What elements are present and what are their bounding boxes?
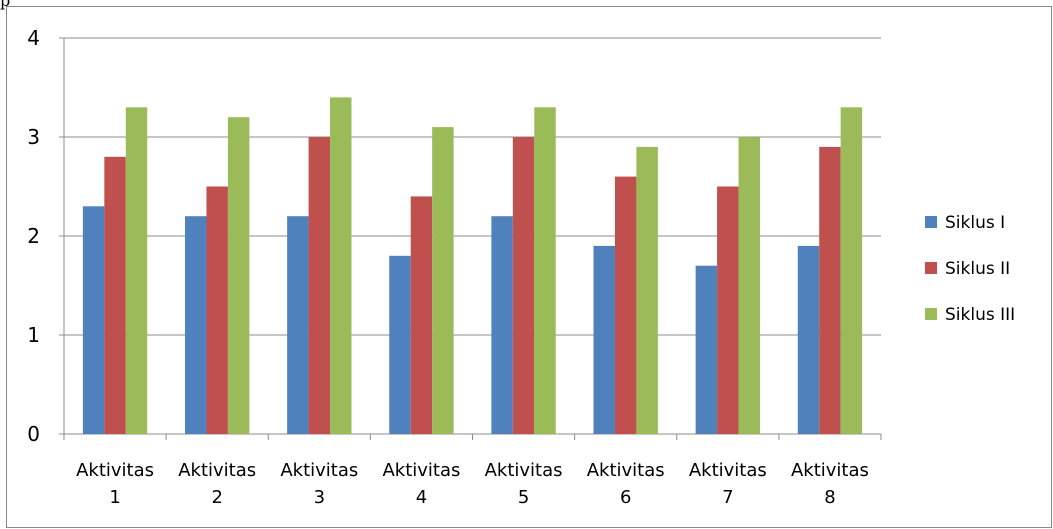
bar	[410, 196, 433, 434]
x-category-label: Aktivitas	[587, 460, 665, 481]
x-category-label: 7	[722, 487, 733, 508]
bar	[534, 107, 556, 435]
bar	[330, 97, 352, 435]
legend-label: Siklus I	[945, 213, 1005, 233]
bar	[819, 146, 841, 434]
y-tick-label: 0	[27, 422, 40, 446]
x-category-label: Aktivitas	[178, 460, 256, 481]
legend-label: Siklus III	[945, 305, 1015, 325]
bar	[695, 265, 718, 434]
bar	[125, 107, 148, 435]
x-category-label: Aktivitas	[689, 460, 767, 481]
bar	[227, 117, 250, 434]
x-category-label: 6	[620, 487, 631, 508]
x-category-label: Aktivitas	[76, 460, 154, 481]
bar	[593, 245, 615, 434]
page-text-fragment: p	[0, 0, 11, 10]
x-category-label: Aktivitas	[791, 460, 869, 481]
bar	[717, 186, 739, 434]
bar	[206, 186, 228, 434]
bar	[287, 216, 309, 434]
bar	[738, 137, 760, 434]
x-category-label: 5	[518, 487, 529, 508]
y-tick-label: 4	[27, 26, 40, 50]
bar	[104, 156, 126, 435]
legend-swatch	[925, 308, 937, 320]
legend-swatch	[925, 262, 937, 274]
bar	[82, 206, 105, 434]
bar	[797, 245, 820, 434]
bar	[614, 176, 637, 434]
bar	[636, 146, 658, 434]
chart-frame	[6, 6, 1052, 528]
x-category-label: 2	[211, 487, 222, 508]
x-category-label: 3	[314, 487, 325, 508]
bar	[432, 127, 454, 434]
legend-swatch	[925, 216, 937, 228]
bar	[389, 255, 411, 434]
x-category-label: 1	[109, 487, 120, 508]
x-category-label: 8	[824, 487, 835, 508]
legend-label: Siklus II	[945, 259, 1010, 279]
bar	[840, 107, 863, 435]
x-category-label: Aktivitas	[382, 460, 460, 481]
bar	[491, 216, 513, 434]
bar	[185, 216, 207, 434]
x-category-label: Aktivitas	[280, 460, 358, 481]
y-tick-label: 3	[27, 125, 40, 149]
y-tick-label: 1	[27, 323, 40, 347]
bar	[308, 137, 331, 434]
x-category-label: Aktivitas	[485, 460, 563, 481]
bar	[512, 137, 535, 434]
y-tick-label: 2	[27, 224, 40, 248]
x-category-label: 4	[416, 487, 427, 508]
